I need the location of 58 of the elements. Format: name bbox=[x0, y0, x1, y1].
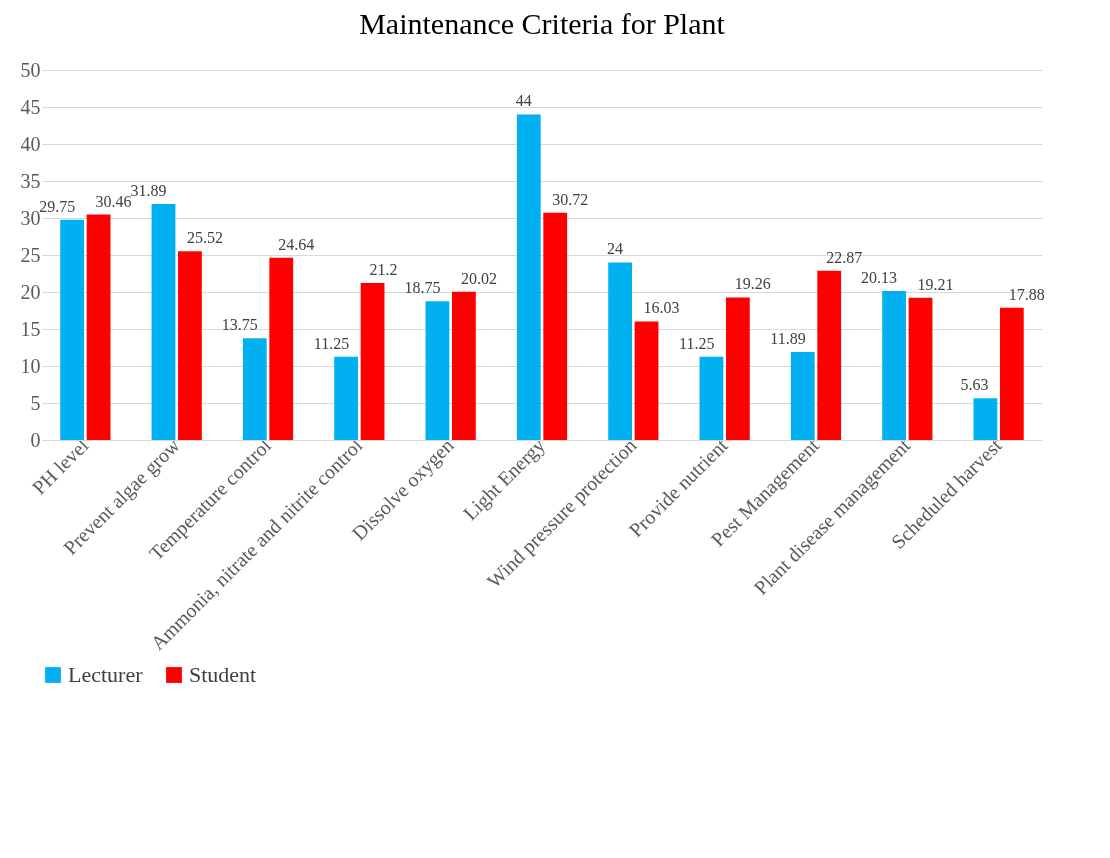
bar bbox=[908, 297, 933, 440]
bar bbox=[452, 291, 476, 440]
data-label: 21.2 bbox=[369, 261, 398, 279]
data-label: 11.25 bbox=[313, 334, 350, 352]
y-tick-label: 10 bbox=[20, 354, 41, 377]
data-label: 24.64 bbox=[278, 235, 315, 253]
data-label: 24 bbox=[607, 240, 624, 258]
data-label: 11.89 bbox=[770, 330, 806, 348]
data-label: 20.02 bbox=[460, 269, 497, 287]
bar bbox=[60, 219, 85, 440]
y-tick-label: 15 bbox=[20, 317, 41, 340]
data-label: 13.75 bbox=[221, 316, 258, 334]
y-tick-label: 20 bbox=[20, 280, 41, 303]
y-tick-label: 5 bbox=[30, 391, 41, 414]
y-tick-label: 30 bbox=[20, 206, 41, 229]
y-tick-label: 35 bbox=[20, 169, 41, 192]
bar bbox=[334, 356, 359, 440]
data-label: 31.89 bbox=[130, 182, 167, 200]
data-label: 18.75 bbox=[404, 279, 441, 297]
bar bbox=[790, 352, 815, 440]
y-tick-label: 40 bbox=[20, 132, 41, 155]
data-label: 25.52 bbox=[186, 229, 223, 247]
bar bbox=[817, 270, 842, 440]
y-tick-label: 45 bbox=[20, 95, 41, 118]
bar bbox=[699, 356, 724, 440]
bar bbox=[608, 262, 632, 440]
bar bbox=[86, 214, 111, 440]
data-label: 19.26 bbox=[734, 275, 771, 293]
legend-label: Student bbox=[189, 662, 257, 687]
bar bbox=[151, 204, 176, 440]
bar bbox=[425, 301, 450, 440]
data-label: 22.87 bbox=[826, 248, 863, 266]
bar bbox=[543, 212, 568, 440]
data-label: 5.63 bbox=[960, 376, 989, 394]
bar bbox=[725, 297, 750, 440]
data-label: 44 bbox=[515, 92, 532, 110]
y-tick-label: 0 bbox=[30, 428, 41, 451]
bar bbox=[516, 114, 541, 440]
data-label: 17.88 bbox=[1008, 285, 1045, 303]
data-label: 11.25 bbox=[679, 334, 715, 352]
bar bbox=[360, 283, 385, 440]
data-label: 29.75 bbox=[39, 197, 76, 215]
data-label: 20.13 bbox=[861, 269, 898, 287]
y-tick-label: 25 bbox=[20, 243, 41, 266]
bar bbox=[973, 398, 998, 440]
data-label: 19.21 bbox=[917, 275, 954, 293]
y-tick-label: 50 bbox=[20, 58, 41, 81]
data-label: 30.72 bbox=[552, 190, 589, 208]
bar bbox=[178, 251, 202, 440]
data-label: 16.03 bbox=[643, 299, 680, 317]
data-label: 30.46 bbox=[95, 192, 132, 210]
chart-title: Maintenance Criteria for Plant bbox=[359, 7, 726, 40]
bar bbox=[242, 338, 267, 440]
bar bbox=[269, 257, 294, 440]
bar bbox=[634, 321, 659, 440]
bar bbox=[999, 307, 1024, 440]
legend-label: Lecturer bbox=[68, 662, 144, 687]
bar bbox=[882, 291, 906, 440]
